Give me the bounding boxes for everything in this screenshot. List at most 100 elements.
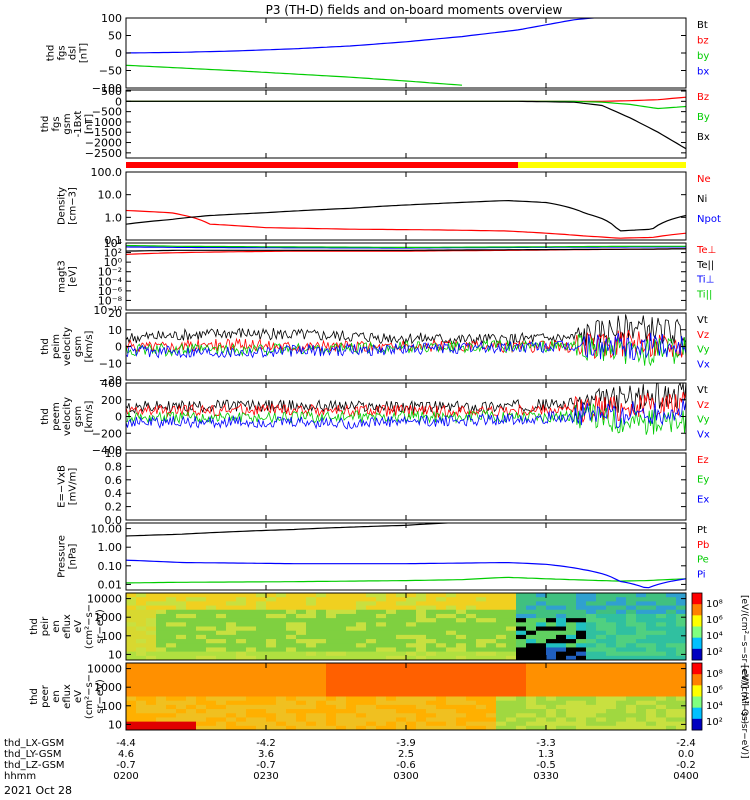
spectrogram-cell — [406, 696, 417, 702]
spectrogram-cell — [416, 643, 427, 649]
spectrogram-cell — [456, 688, 467, 693]
spectrogram-cell — [266, 613, 277, 619]
spectrogram-cell — [676, 688, 686, 693]
spectrogram-cell — [486, 683, 497, 689]
spectrogram-cell — [496, 643, 507, 649]
spectrogram-cell — [376, 675, 387, 681]
spectrogram-cell — [256, 626, 267, 632]
spectrogram-cell — [216, 609, 227, 615]
spectrogram-cell — [566, 671, 577, 677]
spectrogram-cell — [546, 683, 557, 689]
spectrogram-cell — [266, 618, 277, 623]
spectrogram-cell — [486, 626, 497, 632]
series-peem-velocity-Vz — [126, 391, 686, 423]
spectrogram-cell — [196, 655, 207, 660]
spectrogram-cell — [296, 643, 307, 649]
spectrogram-cell — [396, 713, 407, 719]
spectrogram-cell — [316, 655, 327, 660]
spectrogram-cell — [216, 618, 227, 623]
spectrogram-cell — [516, 626, 527, 632]
spectrogram-cell — [476, 626, 487, 632]
spectrogram-cell — [426, 634, 437, 640]
spectrogram-cell — [416, 647, 427, 653]
spectrogram-cell — [566, 679, 577, 685]
spectrogram-cell — [226, 643, 237, 649]
spectrogram-cell — [126, 630, 137, 636]
x-tick-label: -0.7 — [116, 760, 136, 771]
spectrogram-cell — [556, 630, 567, 636]
spectrogram-cell — [396, 597, 407, 602]
spectrogram-cell — [316, 609, 327, 615]
spectrogram-cell — [506, 692, 517, 698]
spectrogram-cell — [446, 593, 457, 598]
spectrogram-cell — [566, 639, 577, 644]
spectrogram-cell — [246, 655, 257, 660]
spectrogram-cell — [276, 643, 287, 649]
spectrogram-cell — [146, 704, 157, 710]
spectrogram-cell — [336, 647, 347, 653]
spectrogram-cell — [406, 605, 417, 611]
spectrogram-cell — [126, 667, 137, 672]
spectrogram-cell — [666, 601, 677, 607]
spectrogram-cell — [516, 597, 527, 602]
spectrogram-cell — [216, 721, 227, 727]
spectrogram-cell — [206, 630, 217, 636]
spectrogram-cell — [466, 675, 477, 681]
spectrogram-cell — [426, 675, 437, 681]
spectrogram-cell — [436, 643, 447, 649]
spectrogram-cell — [376, 704, 387, 710]
series-density-Ni — [126, 199, 686, 232]
spectrogram-cell — [286, 725, 297, 730]
spectrogram-cell — [186, 609, 197, 615]
y-tick-label: 1.00 — [98, 541, 123, 554]
spectrogram-cell — [616, 704, 627, 710]
spectrogram-cell — [586, 704, 597, 710]
spectrogram-cell — [556, 643, 567, 649]
spectrogram-cell — [336, 709, 347, 714]
spectrogram-cell — [316, 683, 327, 689]
spectrogram-cell — [326, 647, 337, 653]
spectrogram-cell — [346, 675, 357, 681]
spectrogram-cell — [386, 605, 397, 611]
spectrogram-cell — [616, 721, 627, 727]
spectrogram-cell — [456, 692, 467, 698]
spectrogram-cell — [676, 692, 686, 698]
spectrogram-cell — [376, 609, 387, 615]
spectrogram-cell — [296, 692, 307, 698]
spectrogram-cell — [656, 643, 667, 649]
spectrogram-cell — [676, 683, 686, 689]
spectrogram-cell — [396, 647, 407, 653]
spectrogram-cell — [616, 688, 627, 693]
spectrogram-cell — [666, 597, 677, 602]
spectrogram-cell — [606, 593, 617, 598]
spectrogram-cell — [526, 688, 537, 693]
spectrogram-cell — [466, 643, 477, 649]
y-tick-label: −10 — [99, 357, 122, 370]
spectrogram-cell — [596, 609, 607, 615]
spectrogram-cell — [366, 721, 377, 727]
spectrogram-cell — [666, 709, 677, 714]
spectrogram-cell — [406, 597, 417, 602]
spectrogram-cell — [346, 618, 357, 623]
spectrogram-cell — [566, 696, 577, 702]
spectrogram-cell — [666, 725, 677, 730]
spectrogram-cell — [536, 709, 547, 714]
y-axis-label: gsm — [62, 113, 73, 134]
spectrogram-cell — [656, 647, 667, 653]
spectrogram-cell — [596, 704, 607, 710]
spectrogram-cell — [476, 671, 487, 677]
y-axis-label: en — [51, 690, 62, 703]
spectrogram-cell — [476, 630, 487, 636]
spectrogram-cell — [166, 647, 177, 653]
spectrogram-cell — [426, 688, 437, 693]
spectrogram-cell — [506, 717, 517, 723]
spectrogram-cell — [466, 630, 477, 636]
spectrogram-cell — [186, 663, 197, 668]
spectrogram-cell — [436, 613, 447, 619]
spectrogram-cell — [336, 651, 347, 657]
spectrogram-cell — [626, 647, 637, 653]
spectrogram-cell — [286, 704, 297, 710]
spectrogram-cell — [276, 704, 287, 710]
spectrogram-cell — [356, 713, 367, 719]
spectrogram-cell — [286, 647, 297, 653]
